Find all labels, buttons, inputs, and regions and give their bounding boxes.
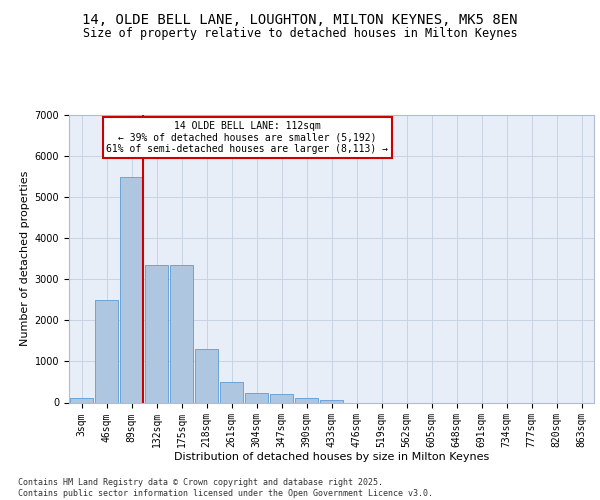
Bar [70, 398, 93, 402]
Bar [95, 300, 118, 402]
Bar [245, 393, 268, 402]
X-axis label: Distribution of detached houses by size in Milton Keynes: Distribution of detached houses by size … [174, 452, 489, 462]
Bar [145, 265, 168, 402]
Bar [120, 176, 143, 402]
Text: Size of property relative to detached houses in Milton Keynes: Size of property relative to detached ho… [83, 28, 517, 40]
Bar [195, 349, 218, 403]
Bar [295, 398, 318, 402]
Y-axis label: Number of detached properties: Number of detached properties [20, 171, 31, 346]
Bar [270, 394, 293, 402]
Text: Contains HM Land Registry data © Crown copyright and database right 2025.
Contai: Contains HM Land Registry data © Crown c… [18, 478, 433, 498]
Text: 14 OLDE BELL LANE: 112sqm
← 39% of detached houses are smaller (5,192)
61% of se: 14 OLDE BELL LANE: 112sqm ← 39% of detac… [107, 120, 389, 154]
Bar [320, 400, 343, 402]
Bar [220, 382, 243, 402]
Bar [170, 265, 193, 402]
Text: 14, OLDE BELL LANE, LOUGHTON, MILTON KEYNES, MK5 8EN: 14, OLDE BELL LANE, LOUGHTON, MILTON KEY… [82, 12, 518, 26]
